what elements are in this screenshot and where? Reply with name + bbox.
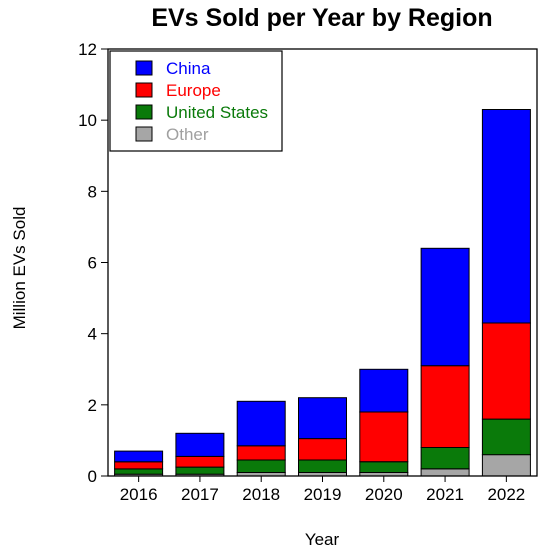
- x-tick-label-2022: 2022: [487, 485, 525, 504]
- bar-china-2016: [114, 450, 164, 463]
- y-tick-label-12: 12: [78, 40, 97, 59]
- bar-europe-2017: [175, 455, 225, 468]
- bar-china-2020: [359, 368, 409, 413]
- bar-other-2021: [420, 468, 470, 477]
- bar-europe-2018: [236, 445, 286, 461]
- bar-other-2022: [481, 454, 531, 477]
- bar-europe-2020: [359, 411, 409, 463]
- legend-label-other: Other: [166, 125, 209, 144]
- bar-united-states-2017: [175, 466, 225, 475]
- bar-united-states-2016: [114, 468, 164, 475]
- x-tick-label-2018: 2018: [242, 485, 280, 504]
- x-tick-label-2020: 2020: [365, 485, 403, 504]
- bar-china-2017: [175, 432, 225, 457]
- y-tick-label-0: 0: [88, 467, 97, 486]
- y-tick-label-2: 2: [88, 396, 97, 415]
- x-tick-label-2016: 2016: [120, 485, 158, 504]
- chart-title: EVs Sold per Year by Region: [151, 4, 492, 32]
- bar-united-states-2020: [359, 461, 409, 473]
- y-tick-label-6: 6: [88, 254, 97, 273]
- legend-swatch-china: [135, 60, 153, 76]
- bar-europe-2019: [298, 438, 347, 461]
- bar-united-states-2018: [236, 459, 286, 473]
- bar-china-2019: [298, 397, 347, 440]
- bar-europe-2022: [481, 322, 531, 420]
- y-axis-label: Million EVs Sold: [10, 207, 29, 330]
- legend-swatch-europe: [135, 82, 153, 98]
- y-tick-label-8: 8: [88, 182, 97, 201]
- plot-area: 2016 2017 2018 2019 2020 2021 2022 0 2 4 6 8 10 12 Chi…: [78, 40, 538, 504]
- bar-europe-2021: [420, 365, 470, 449]
- x-tick-label-2019: 2019: [304, 485, 342, 504]
- legend-label-china: China: [166, 59, 211, 78]
- y-tick-label-10: 10: [78, 111, 97, 130]
- bar-china-2021: [420, 247, 470, 367]
- plot-frame: [107, 48, 538, 477]
- bar-united-states-2022: [481, 418, 531, 456]
- legend-swatch-other: [135, 126, 153, 142]
- bar-europe-2016: [114, 461, 164, 470]
- x-tick-label-2017: 2017: [181, 485, 219, 504]
- bar-united-states-2021: [420, 447, 470, 470]
- legend-label-europe: Europe: [166, 81, 221, 100]
- x-axis-label: Year: [305, 530, 340, 549]
- y-tick-label-4: 4: [88, 325, 97, 344]
- legend-label-united-states: United States: [166, 103, 268, 122]
- bar-united-states-2019: [298, 459, 347, 473]
- legend-swatch-united-states: [135, 104, 153, 120]
- x-tick-label-2021: 2021: [426, 485, 464, 504]
- bar-china-2022: [481, 109, 531, 324]
- bar-china-2018: [236, 400, 286, 447]
